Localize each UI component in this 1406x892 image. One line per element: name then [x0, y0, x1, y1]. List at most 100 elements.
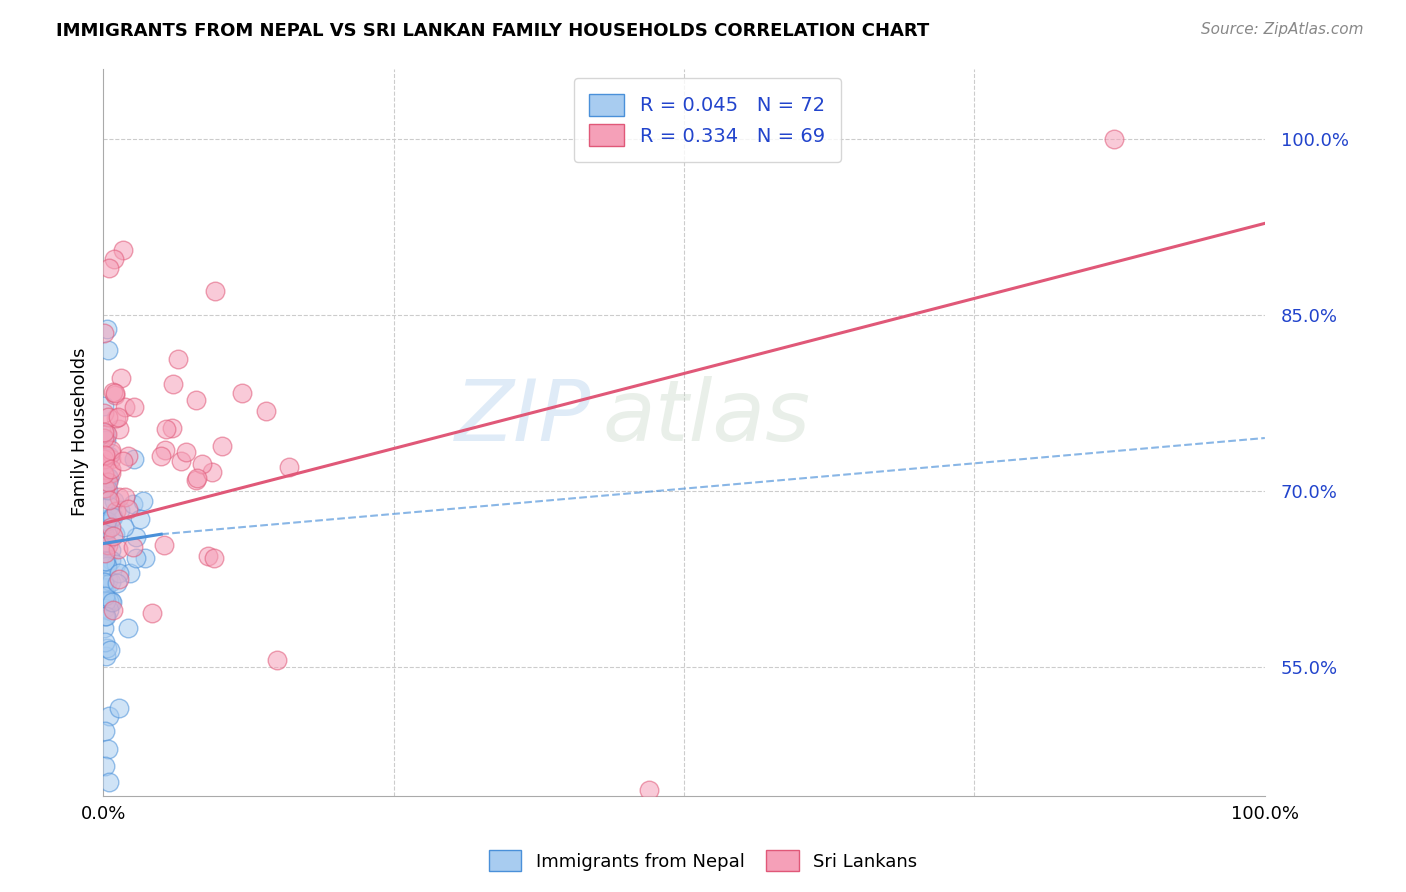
- Point: [101, 594, 124, 608]
- Point: [97, 522, 120, 536]
- Point: [124, 451, 146, 466]
- Point: [105, 576, 128, 591]
- Point: [97, 475, 120, 489]
- Point: [94, 475, 117, 490]
- Point: [104, 385, 127, 400]
- Point: [97, 483, 120, 497]
- Point: [103, 603, 125, 617]
- Point: [97, 742, 120, 756]
- Point: [94, 724, 117, 739]
- Point: [100, 543, 122, 558]
- Point: [153, 538, 176, 552]
- Point: [132, 493, 155, 508]
- Point: [104, 527, 127, 541]
- Point: [97, 260, 120, 275]
- Point: [204, 284, 226, 298]
- Point: [186, 473, 208, 487]
- Point: [186, 471, 208, 485]
- Point: [93, 326, 115, 341]
- Point: [97, 343, 120, 357]
- Point: [93, 425, 115, 440]
- Point: [107, 410, 129, 425]
- Point: [100, 442, 122, 457]
- Point: [174, 445, 197, 459]
- Point: [117, 450, 139, 464]
- Point: [96, 516, 118, 531]
- Point: [112, 519, 135, 533]
- Point: [211, 439, 233, 453]
- Point: [94, 547, 117, 561]
- Point: [103, 384, 125, 399]
- Point: [94, 581, 117, 595]
- Point: [1102, 132, 1125, 146]
- Point: [134, 551, 156, 566]
- Point: [94, 609, 117, 624]
- Point: [100, 446, 122, 460]
- Point: [96, 409, 118, 424]
- Point: [108, 502, 131, 516]
- Point: [93, 467, 115, 481]
- Point: [103, 510, 125, 524]
- Text: IMMIGRANTS FROM NEPAL VS SRI LANKAN FAMILY HOUSEHOLDS CORRELATION CHART: IMMIGRANTS FROM NEPAL VS SRI LANKAN FAMI…: [56, 22, 929, 40]
- Point: [96, 514, 118, 528]
- Point: [93, 482, 115, 496]
- Point: [125, 530, 148, 544]
- Point: [118, 566, 141, 580]
- Point: [103, 252, 125, 266]
- Point: [125, 550, 148, 565]
- Point: [96, 427, 118, 442]
- Point: [97, 774, 120, 789]
- Point: [122, 540, 145, 554]
- Point: [101, 510, 124, 524]
- Point: [107, 572, 129, 586]
- Point: [231, 386, 253, 401]
- Point: [202, 551, 225, 566]
- Point: [93, 457, 115, 471]
- Point: [114, 491, 136, 505]
- Text: Source: ZipAtlas.com: Source: ZipAtlas.com: [1201, 22, 1364, 37]
- Legend: R = 0.045   N = 72, R = 0.334   N = 69: R = 0.045 N = 72, R = 0.334 N = 69: [574, 78, 841, 162]
- Point: [96, 512, 118, 526]
- Point: [105, 557, 128, 571]
- Point: [97, 538, 120, 552]
- Point: [184, 393, 207, 408]
- Point: [96, 470, 118, 484]
- Point: [96, 322, 118, 336]
- Point: [638, 783, 661, 797]
- Point: [96, 475, 118, 489]
- Point: [150, 449, 173, 463]
- Point: [96, 482, 118, 496]
- Point: [122, 400, 145, 414]
- Point: [98, 643, 121, 657]
- Point: [93, 581, 115, 595]
- Point: [96, 573, 118, 587]
- Point: [100, 462, 122, 476]
- Point: [129, 511, 152, 525]
- Point: [121, 497, 143, 511]
- Point: [96, 559, 118, 574]
- Point: [93, 621, 115, 635]
- Point: [96, 594, 118, 608]
- Point: [93, 481, 115, 495]
- Point: [101, 529, 124, 543]
- Point: [93, 431, 115, 445]
- Point: [100, 520, 122, 534]
- Point: [197, 549, 219, 563]
- Point: [278, 460, 301, 475]
- Point: [96, 640, 118, 655]
- Point: [160, 421, 183, 435]
- Point: [94, 635, 117, 649]
- Point: [105, 410, 128, 425]
- Point: [100, 466, 122, 480]
- Point: [105, 504, 128, 518]
- Point: [167, 351, 190, 366]
- Point: [112, 244, 135, 258]
- Point: [107, 541, 129, 556]
- Point: [100, 575, 122, 590]
- Point: [266, 653, 288, 667]
- Point: [96, 648, 118, 663]
- Point: [114, 400, 136, 414]
- Point: [170, 454, 193, 468]
- Point: [100, 553, 122, 567]
- Point: [108, 700, 131, 714]
